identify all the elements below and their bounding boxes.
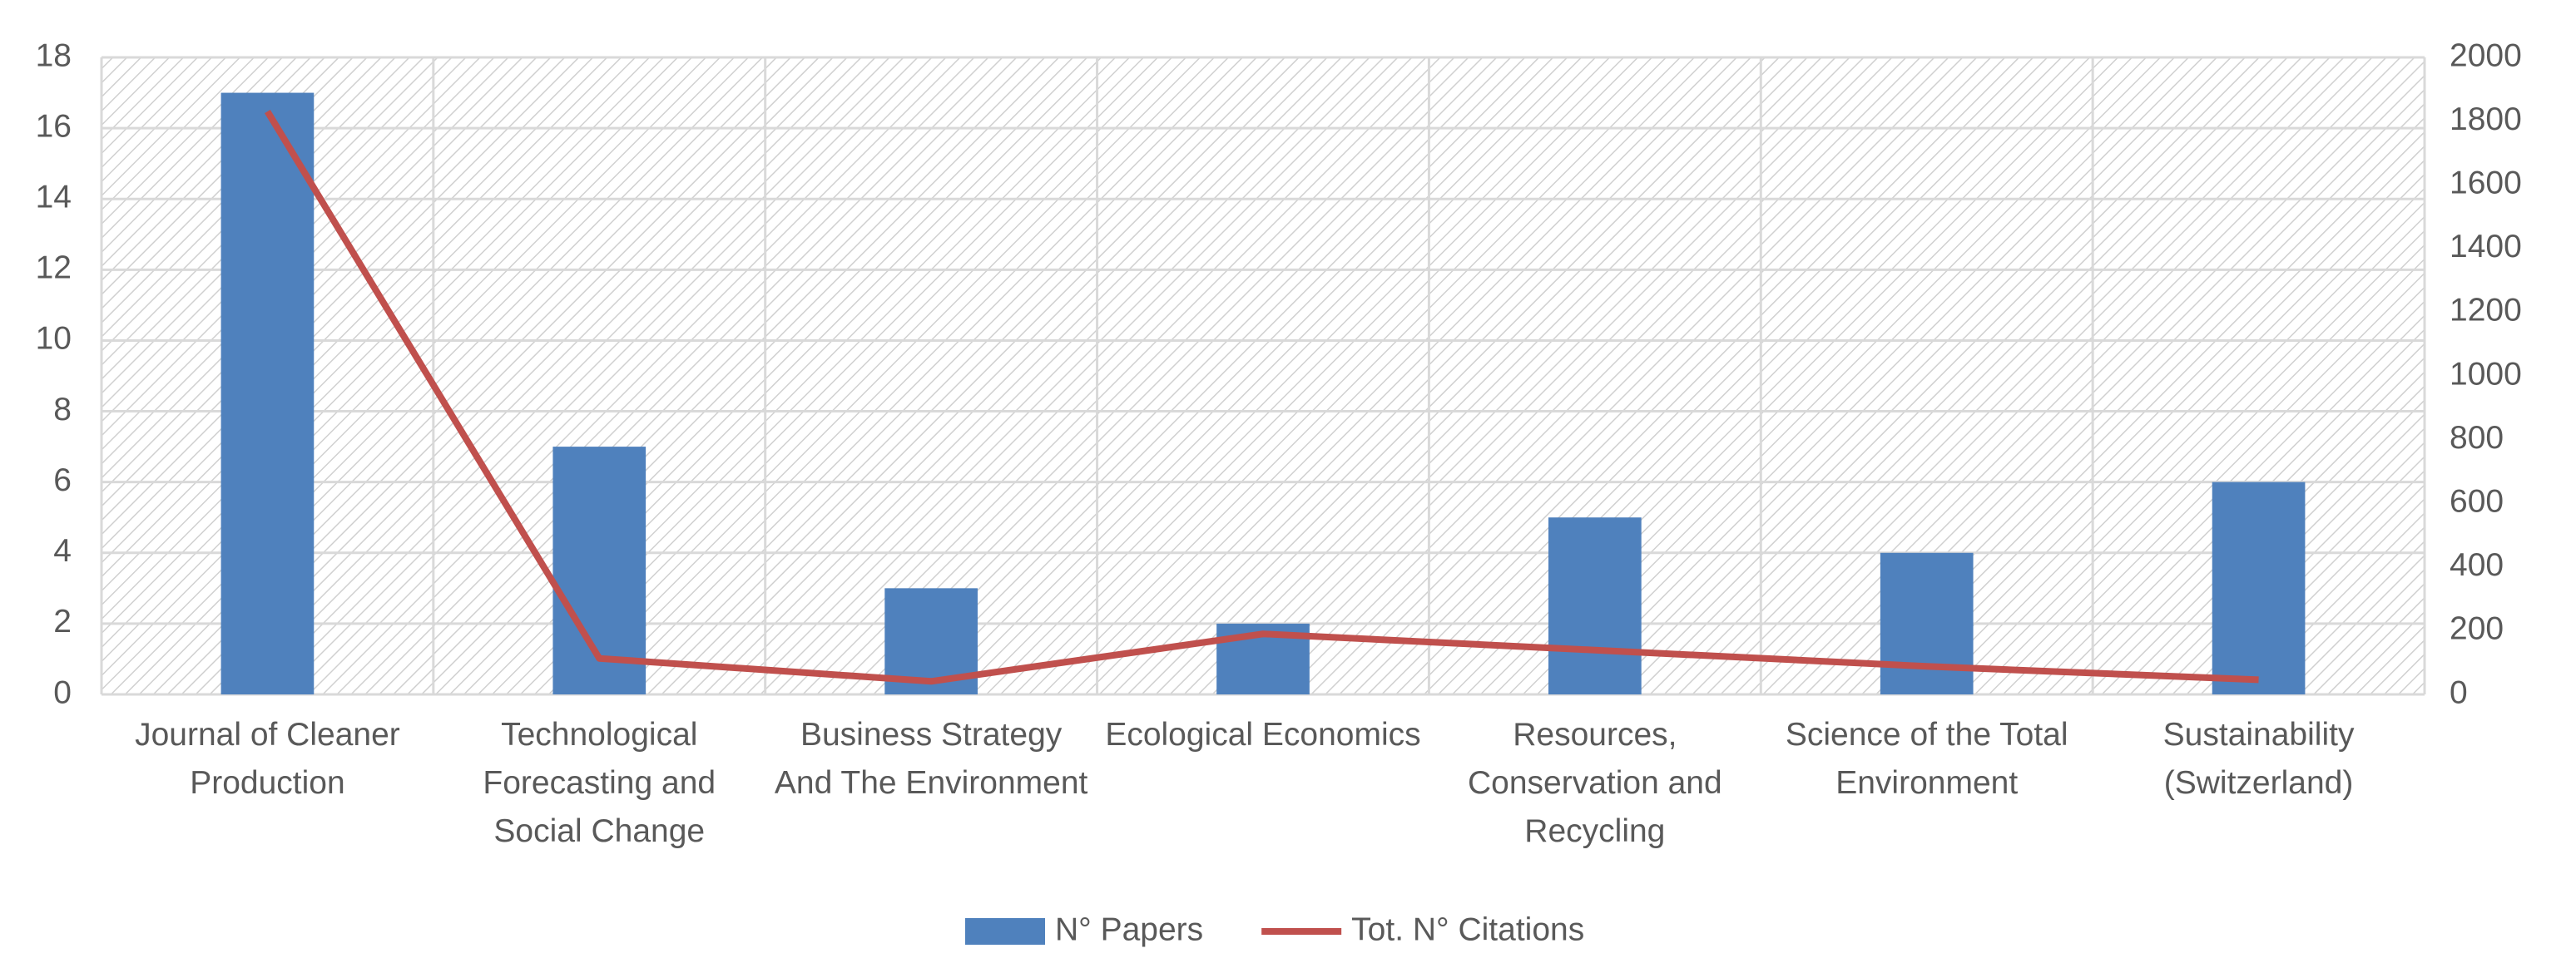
y-tick-label: 2 bbox=[53, 604, 72, 640]
x-tick-label: Ecological Economics bbox=[1105, 717, 1421, 753]
line bbox=[265, 110, 2259, 685]
x-tick-label: Business Strategy And The Environment bbox=[774, 717, 1088, 801]
y2-tick-label: 1400 bbox=[2450, 229, 2522, 264]
legend-swatch bbox=[965, 918, 1045, 945]
bar bbox=[1548, 517, 1642, 694]
x-tick-label-box: Business Strategy And The Environment bbox=[774, 717, 1088, 801]
y2-tick-label: 400 bbox=[2450, 547, 2504, 583]
plot-background bbox=[102, 57, 2425, 694]
x-tick-label-box: Sustainability (Switzerland) bbox=[2162, 717, 2355, 801]
x-tick-label: Sustainability (Switzerland) bbox=[2162, 717, 2355, 801]
x-tick-label-box: Technological Forecasting and Social Cha… bbox=[483, 717, 716, 849]
x-tick-label: Technological Forecasting and Social Cha… bbox=[483, 717, 716, 849]
bar bbox=[2212, 482, 2306, 694]
y-tick-label: 8 bbox=[53, 392, 72, 427]
y2-tick-label: 600 bbox=[2450, 483, 2504, 519]
x-tick-label: Journal of Cleaner Production bbox=[135, 717, 400, 801]
x-tick-label: Science of the Total Environment bbox=[1785, 717, 2068, 801]
y2-tick-label: 200 bbox=[2450, 611, 2504, 647]
y-tick-label: 12 bbox=[36, 250, 72, 286]
y-tick-label: 6 bbox=[53, 462, 72, 498]
y2-tick-label: 800 bbox=[2450, 420, 2504, 456]
x-tick-label-box: Journal of Cleaner Production bbox=[135, 717, 400, 801]
y2-tick-label: 1600 bbox=[2450, 165, 2522, 200]
y-tick-label: 16 bbox=[36, 108, 72, 144]
bar bbox=[220, 92, 315, 695]
y-tick-label: 0 bbox=[53, 674, 72, 710]
legend-label: Tot. N° Citations bbox=[1351, 911, 1584, 947]
y2-tick-label: 1800 bbox=[2450, 101, 2522, 137]
y2-tick-label: 0 bbox=[2450, 674, 2468, 710]
y-tick-label: 18 bbox=[36, 37, 72, 73]
x-tick-label-box: Science of the Total Environment bbox=[1785, 717, 2068, 801]
y-tick-label: 14 bbox=[36, 180, 72, 215]
y2-tick-label: 1200 bbox=[2450, 293, 2522, 328]
x-tick-label-box: Ecological Economics bbox=[1105, 717, 1421, 753]
y-tick-label: 10 bbox=[36, 321, 72, 357]
x-tick-label: Resources, Conservation and Recycling bbox=[1467, 717, 1722, 849]
legend: N° Papers Tot. N° Citations bbox=[965, 911, 1584, 947]
bar bbox=[1880, 552, 1974, 694]
y2-tick-label: 2000 bbox=[2450, 37, 2522, 73]
legend-label: N° Papers bbox=[1055, 911, 1203, 947]
y2-tick-label: 1000 bbox=[2450, 356, 2522, 392]
x-tick-label-box: Resources, Conservation and Recycling bbox=[1467, 717, 1722, 849]
y-tick-label: 4 bbox=[53, 533, 72, 569]
